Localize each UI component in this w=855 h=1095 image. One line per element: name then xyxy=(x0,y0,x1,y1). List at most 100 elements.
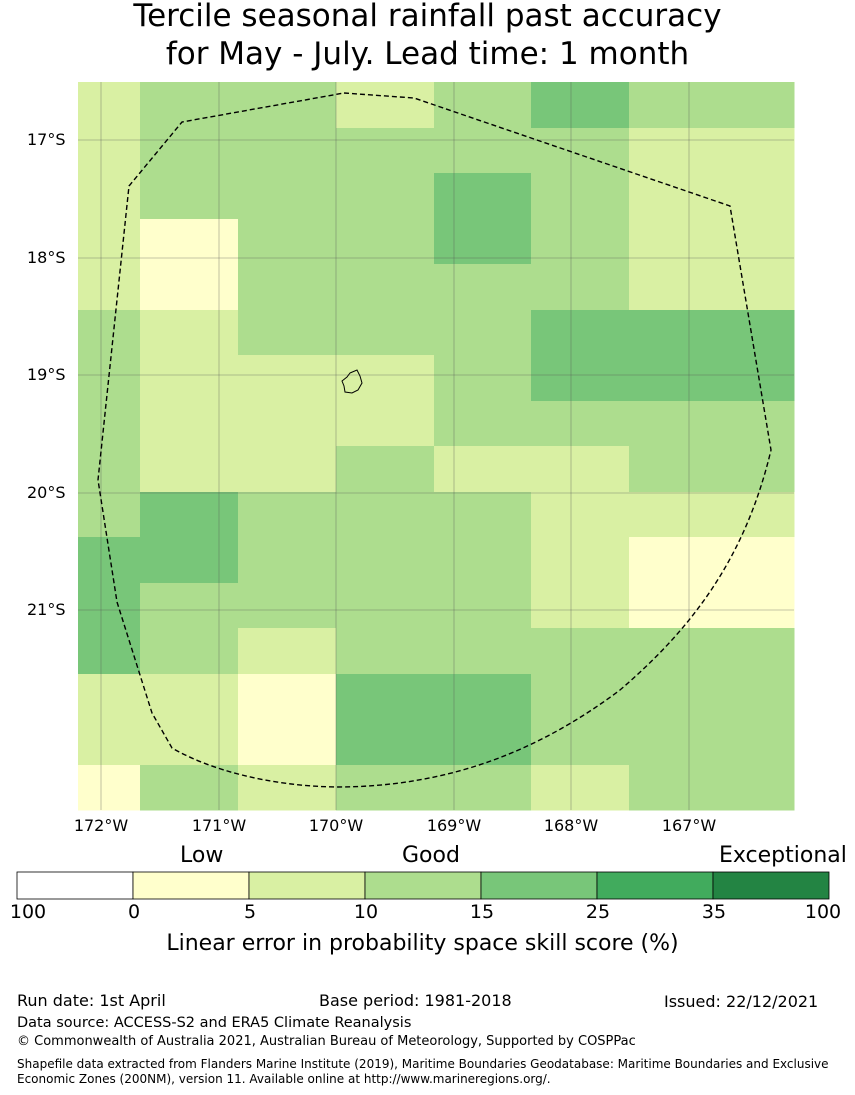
grid-cell xyxy=(629,264,728,311)
grid-cell xyxy=(434,583,532,629)
grid-cell xyxy=(629,492,728,538)
grid-cell xyxy=(78,310,141,356)
map-title-line-2: for May - July. Lead time: 1 month xyxy=(165,36,690,72)
grid-cell xyxy=(727,128,795,174)
grid-cell xyxy=(629,765,728,811)
grid-cell xyxy=(434,446,532,493)
grid-cell xyxy=(140,674,239,720)
grid-cell xyxy=(238,446,337,493)
grid-cell xyxy=(78,537,141,584)
grid-cell xyxy=(727,264,795,311)
grid-cell xyxy=(434,492,532,538)
lon-label-171w: 171°W xyxy=(191,816,247,835)
grid-cell xyxy=(78,446,141,493)
grid-cell xyxy=(336,765,435,811)
colorbar-segment xyxy=(132,871,250,900)
grid-cell xyxy=(727,719,795,766)
lat-label-20s: 20°S xyxy=(27,483,66,502)
grid-cell xyxy=(238,719,337,766)
grid-cell xyxy=(531,264,630,311)
grid-cell xyxy=(629,82,728,129)
grid-cell xyxy=(140,537,239,584)
grid-cell xyxy=(336,264,435,311)
grid-cell xyxy=(629,219,728,265)
grid-cell xyxy=(727,674,795,720)
grid-cell xyxy=(531,537,630,584)
skill-grid xyxy=(78,82,795,811)
grid-cell xyxy=(434,355,532,402)
grid-cell xyxy=(531,719,630,766)
grid-cell xyxy=(727,219,795,265)
grid-cell xyxy=(238,492,337,538)
grid-cell xyxy=(531,82,630,129)
grid-cell xyxy=(140,719,239,766)
run-date: Run date: 1st April xyxy=(17,991,166,1010)
grid-cell xyxy=(336,310,435,356)
colorbar-segment xyxy=(480,871,598,900)
lon-label-169w: 169°W xyxy=(426,816,482,835)
grid-cell xyxy=(434,628,532,675)
grid-cell xyxy=(727,310,795,356)
grid-cell xyxy=(140,310,239,356)
grid-cell xyxy=(78,765,141,811)
grid-cell xyxy=(78,355,141,402)
grid-cell xyxy=(78,719,141,766)
grid-cell xyxy=(78,264,141,311)
grid-cell xyxy=(531,583,630,629)
colorbar-segment xyxy=(248,871,366,900)
grid-cell xyxy=(140,446,239,493)
colorbar-segment xyxy=(16,871,134,900)
grid-cell xyxy=(629,401,728,447)
colorbar-segment xyxy=(712,871,830,900)
grid-cell xyxy=(727,173,795,220)
grid-cell xyxy=(140,264,239,311)
grid-cell xyxy=(336,674,435,720)
grid-cell xyxy=(531,492,630,538)
grid-cell xyxy=(434,719,532,766)
grid-cell xyxy=(238,219,337,265)
grid-cell xyxy=(531,674,630,720)
lon-label-168w: 168°W xyxy=(543,816,599,835)
grid-cell xyxy=(434,264,532,311)
colorbar-tick-35: 35 xyxy=(701,901,727,923)
grid-cell xyxy=(140,492,239,538)
grid-cell xyxy=(727,446,795,493)
grid-cell xyxy=(531,446,630,493)
lat-label-18s: 18°S xyxy=(27,248,66,267)
grid-cell xyxy=(531,401,630,447)
grid-cell xyxy=(140,401,239,447)
grid-cell xyxy=(238,173,337,220)
lat-label-17s: 17°S xyxy=(27,130,66,149)
grid-cell xyxy=(238,583,337,629)
grid-cell xyxy=(238,128,337,174)
shapefile-credit: Shapefile data extracted from Flanders M… xyxy=(17,1057,829,1086)
graticule xyxy=(78,82,794,810)
grid-cell xyxy=(78,173,141,220)
grid-cell xyxy=(78,219,141,265)
grid-cell xyxy=(727,355,795,402)
grid-cell xyxy=(629,583,728,629)
grid-cell xyxy=(336,446,435,493)
colorbar-segment xyxy=(596,871,714,900)
lat-label-19s: 19°S xyxy=(27,365,66,384)
colorbar-tick-5: 5 xyxy=(243,901,257,923)
grid-cell xyxy=(629,355,728,402)
grid-cell xyxy=(336,628,435,675)
grid-cell xyxy=(78,401,141,447)
colorbar-word-low: Low xyxy=(180,843,224,868)
grid-cell xyxy=(238,310,337,356)
grid-cell xyxy=(238,82,337,129)
grid-cell xyxy=(531,765,630,811)
grid-cell xyxy=(238,628,337,675)
issued-date: Issued: 22/12/2021 xyxy=(664,992,819,1011)
grid-cell xyxy=(727,82,795,129)
grid-cell xyxy=(629,674,728,720)
grid-cell xyxy=(434,765,532,811)
grid-cell xyxy=(531,173,630,220)
grid-cell xyxy=(531,355,630,402)
grid-cell xyxy=(336,219,435,265)
colorbar-tick-0: 0 xyxy=(127,901,141,923)
colorbar xyxy=(16,871,830,900)
grid-cell xyxy=(140,355,239,402)
